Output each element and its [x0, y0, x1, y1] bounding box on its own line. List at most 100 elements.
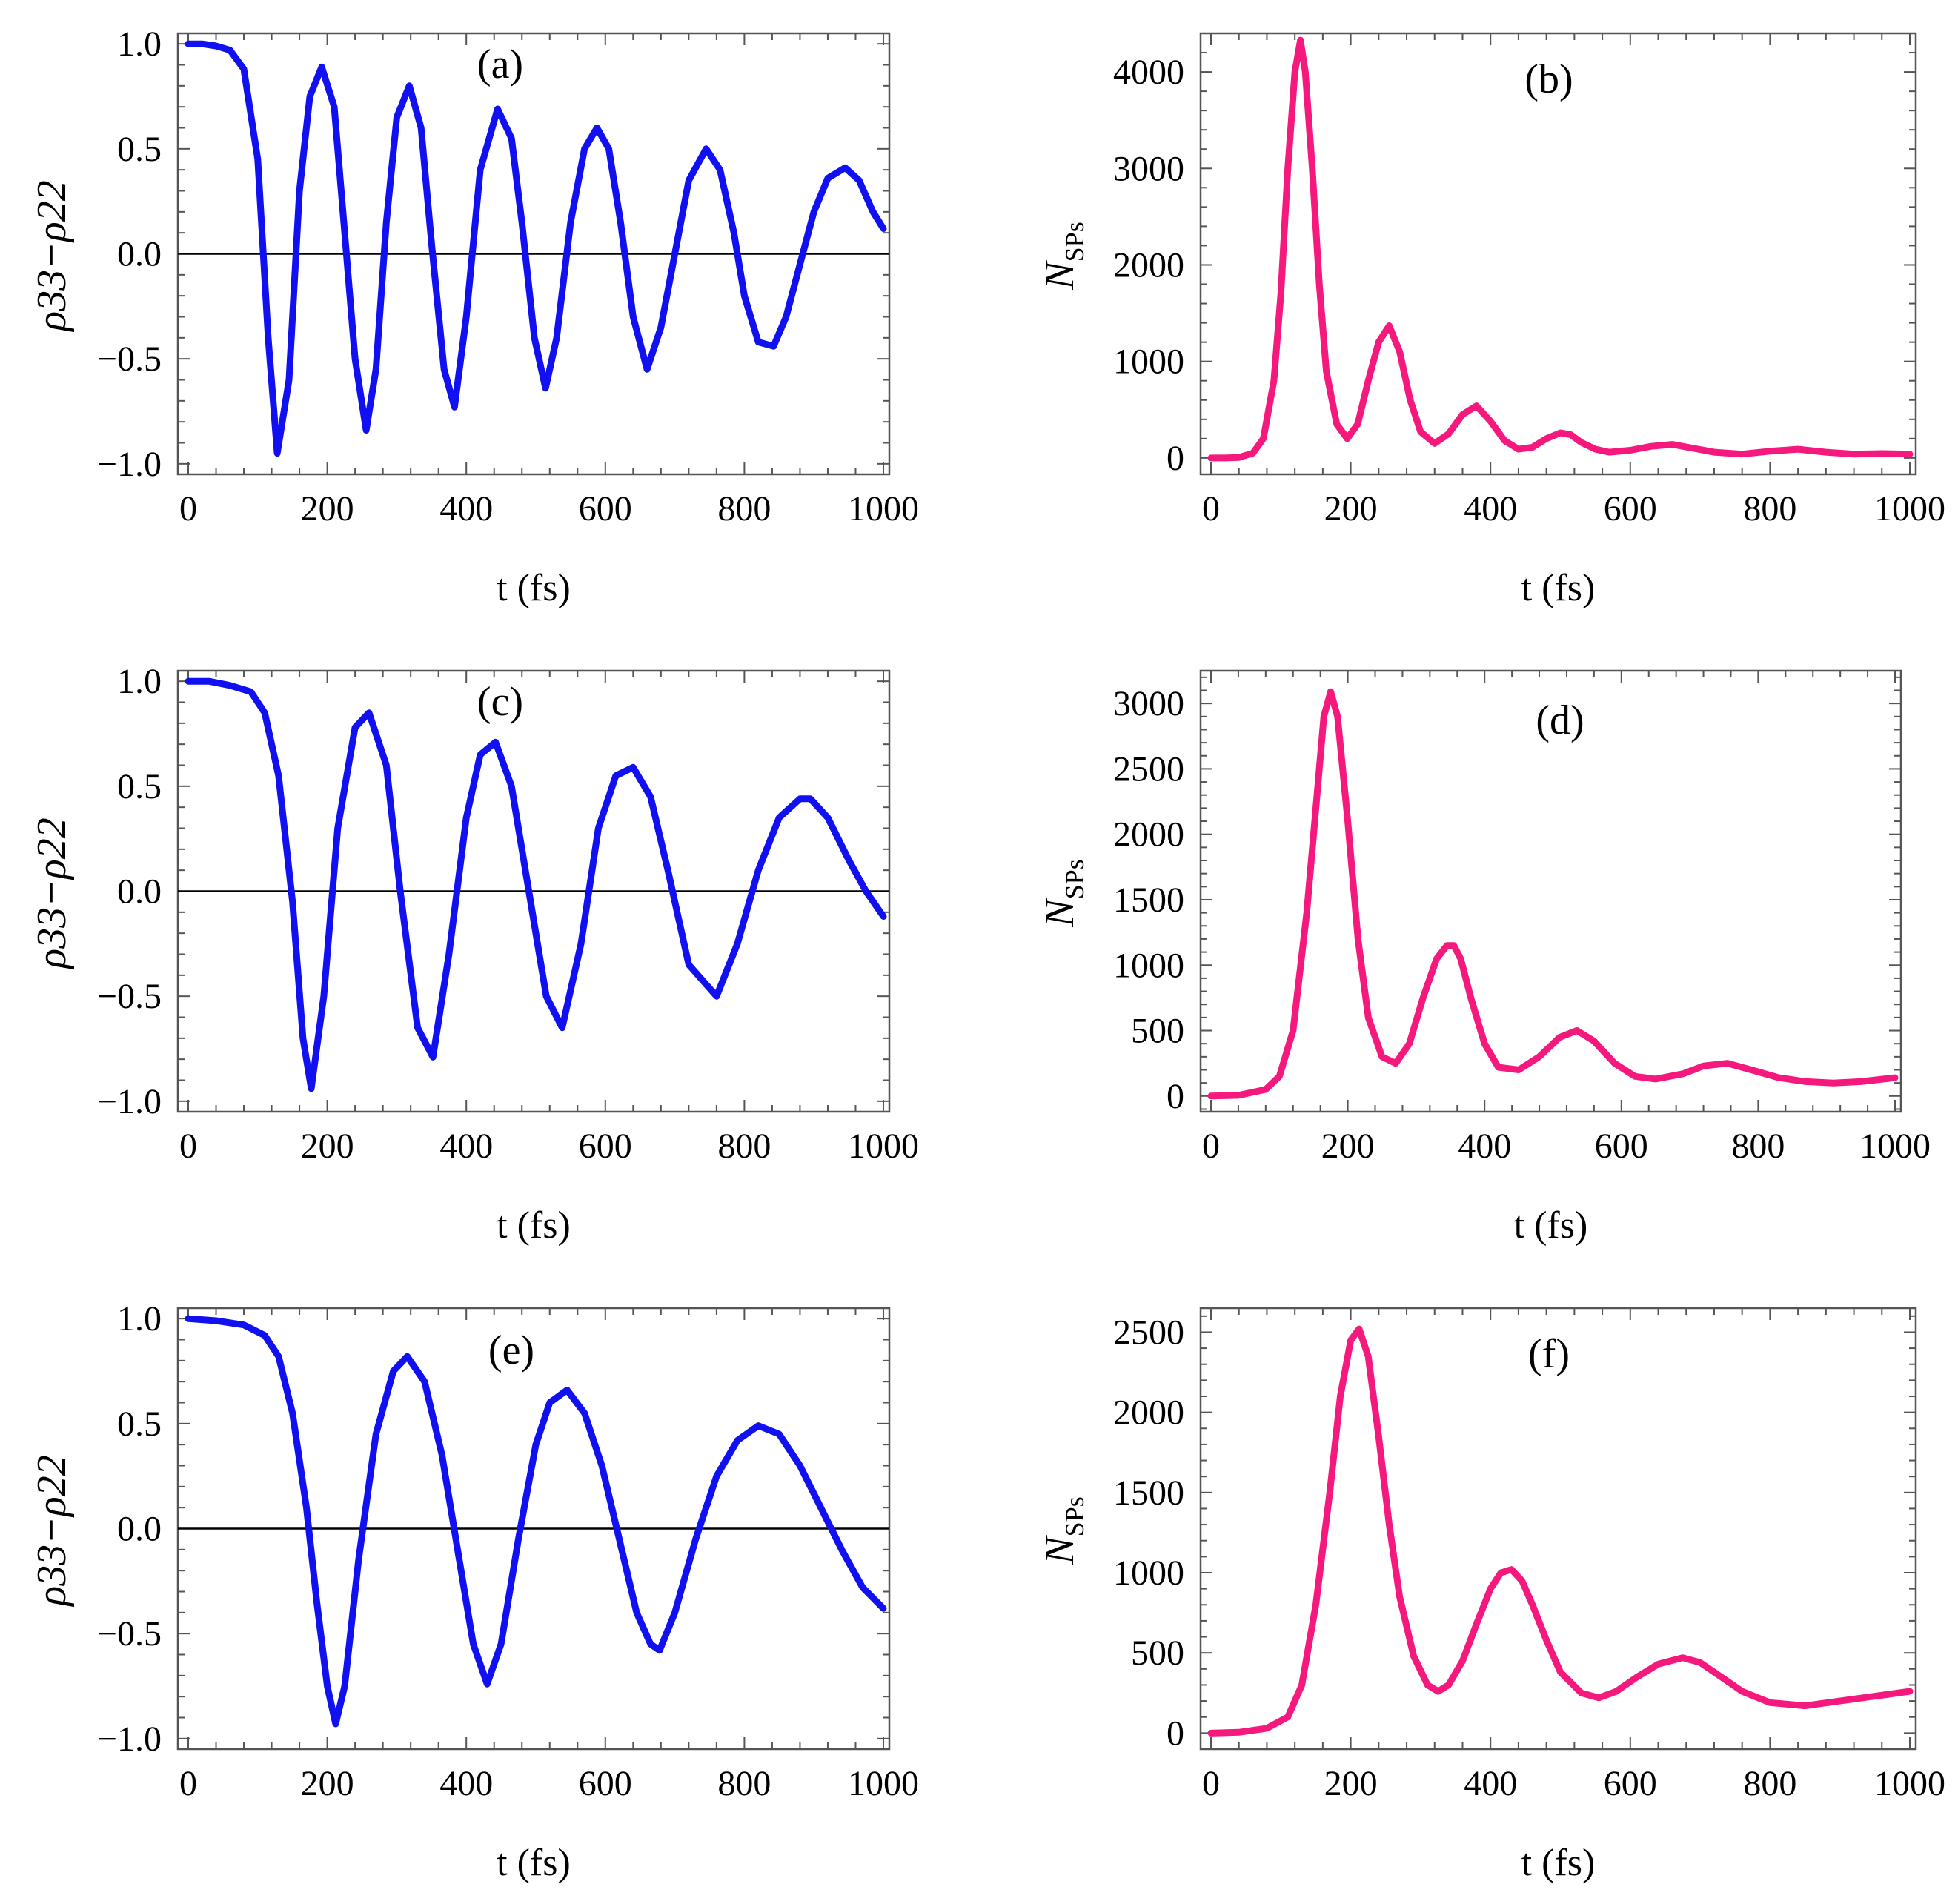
series-line: [1207, 1325, 1914, 1737]
series-line: [1207, 688, 1899, 1100]
plot-frame: [1199, 32, 1917, 476]
x-axis-label: t (fs): [497, 567, 571, 609]
panel-label: (b): [1524, 56, 1573, 102]
y-tick-label: −0.5: [97, 1614, 162, 1653]
x-tick-label: 800: [1743, 489, 1796, 528]
x-tick-label: 0: [1202, 489, 1220, 528]
y-axis-label: NSPs: [1037, 859, 1089, 927]
y-tick-label: 2000: [1113, 1393, 1184, 1433]
y-tick-label: 1000: [1113, 946, 1184, 985]
x-tick-label: 600: [579, 1127, 632, 1166]
panel-d: 0 200 400 600 800 1000 3000 2500 2000 1500 1000 500…: [1037, 669, 1931, 1247]
y-axis-label: NSPs: [1037, 1496, 1089, 1565]
y-tick-label: 2500: [1113, 1313, 1184, 1352]
x-tick-label: 1000: [1874, 489, 1945, 528]
y-tick-label: 2500: [1113, 749, 1184, 789]
x-tick-label: 1000: [1874, 1764, 1945, 1803]
y-axis-label-main: N: [1037, 898, 1083, 928]
x-axis-label: t (fs): [1514, 1204, 1588, 1247]
series-line: [1207, 36, 1914, 462]
x-tick-label: 600: [1604, 489, 1657, 528]
x-tick-label: 200: [1324, 489, 1378, 528]
y-tick-label: 0.0: [117, 1510, 162, 1549]
x-tick-label: 400: [1464, 1764, 1517, 1803]
y-axis-label-sub: SPs: [1060, 859, 1089, 899]
y-tick-label: 2000: [1113, 815, 1184, 855]
x-tick-label: 200: [301, 1764, 354, 1803]
y-tick-label: 0: [1166, 439, 1184, 478]
x-tick-label: 0: [179, 489, 197, 528]
y-tick-label: −0.5: [97, 977, 162, 1016]
y-axis-label-sub: SPs: [1060, 222, 1089, 262]
x-tick-label: 600: [579, 489, 632, 528]
x-axis-label: t (fs): [497, 1842, 571, 1884]
x-tick-label: 800: [717, 1764, 771, 1803]
y-tick-label: 1.0: [117, 24, 162, 64]
y-tick-label: 1.0: [117, 662, 162, 701]
x-tick-label: 0: [1202, 1127, 1220, 1166]
y-tick-label: −0.5: [97, 339, 162, 379]
x-axis-label: t (fs): [497, 1204, 571, 1247]
panel-a: 0 200 400 600 800 1000 1.0 0.5 0.0 −0.5 −1.0 (a) t (…: [29, 24, 919, 609]
y-tick-label: 0.0: [117, 872, 162, 912]
x-tick-label: 0: [179, 1127, 197, 1166]
x-tick-label: 1000: [848, 1127, 919, 1166]
panel-label: (d): [1536, 697, 1584, 743]
panel-label: (a): [477, 42, 523, 87]
x-tick-label: 0: [179, 1764, 197, 1803]
y-tick-label: 1000: [1113, 342, 1184, 382]
y-tick-label: 1500: [1113, 880, 1184, 920]
plot-frame: [1199, 669, 1902, 1113]
y-tick-label: 0.0: [117, 235, 162, 274]
x-tick-label: 600: [579, 1764, 632, 1803]
x-tick-label: 1000: [848, 489, 919, 528]
panel-c: 0 200 400 600 800 1000 1.0 0.5 0.0 −0.5 −1.0 (c) t (…: [29, 662, 919, 1247]
x-tick-label: 400: [439, 1764, 493, 1803]
x-tick-label: 600: [1595, 1127, 1648, 1166]
x-tick-label: 400: [1458, 1127, 1511, 1166]
y-tick-label: 4000: [1113, 53, 1184, 92]
x-tick-label: 800: [717, 489, 771, 528]
x-tick-label: 200: [301, 489, 354, 528]
plot-frame: [1199, 1307, 1917, 1751]
y-tick-label: 3000: [1113, 684, 1184, 723]
y-tick-label: 1500: [1113, 1473, 1184, 1513]
x-tick-label: 800: [1731, 1127, 1785, 1166]
y-tick-label: 0.5: [117, 767, 162, 806]
y-tick-label: −1.0: [97, 1082, 162, 1121]
y-axis-label-main: N: [1037, 260, 1083, 291]
y-tick-label: 0: [1166, 1714, 1184, 1753]
y-axis-label-sub: SPs: [1060, 1496, 1089, 1536]
y-tick-label: 500: [1131, 1633, 1184, 1673]
x-tick-label: 200: [301, 1127, 354, 1166]
x-tick-label: 600: [1604, 1764, 1657, 1803]
y-axis-label: ρ33−ρ22: [29, 1455, 75, 1608]
y-axis-label: ρ33−ρ22: [29, 180, 75, 333]
y-axis-label-main: N: [1037, 1535, 1083, 1565]
panel-label: (f): [1528, 1331, 1570, 1377]
series-line: [185, 40, 887, 457]
panel-b: 0 200 400 600 800 1000 4000 3000 2000 1000 0 (b) t (…: [1037, 32, 1945, 609]
y-tick-label: 500: [1131, 1012, 1184, 1051]
x-axis-label: t (fs): [1521, 1842, 1596, 1884]
y-tick-label: 3000: [1113, 149, 1184, 188]
x-tick-label: 800: [1743, 1764, 1796, 1803]
series-line: [185, 677, 887, 1092]
panel-label: (e): [488, 1327, 534, 1373]
y-tick-label: −1.0: [97, 445, 162, 484]
x-tick-label: 400: [439, 489, 493, 528]
x-tick-label: 1000: [1859, 1127, 1931, 1166]
y-tick-label: 1.0: [117, 1299, 162, 1339]
y-tick-label: 1000: [1113, 1553, 1184, 1593]
x-tick-label: 400: [1464, 489, 1517, 528]
y-tick-label: 0: [1166, 1077, 1184, 1116]
x-tick-label: 400: [439, 1127, 493, 1166]
y-tick-label: 2000: [1113, 245, 1184, 285]
x-axis-label: t (fs): [1521, 567, 1596, 609]
series-line: [185, 1315, 887, 1728]
x-tick-label: 200: [1321, 1127, 1375, 1166]
y-tick-label: 0.5: [117, 130, 162, 169]
panel-e: 0 200 400 600 800 1000 1.0 0.5 0.0 −0.5 −1.0 (e) t (…: [29, 1299, 919, 1884]
x-tick-label: 1000: [848, 1764, 919, 1803]
